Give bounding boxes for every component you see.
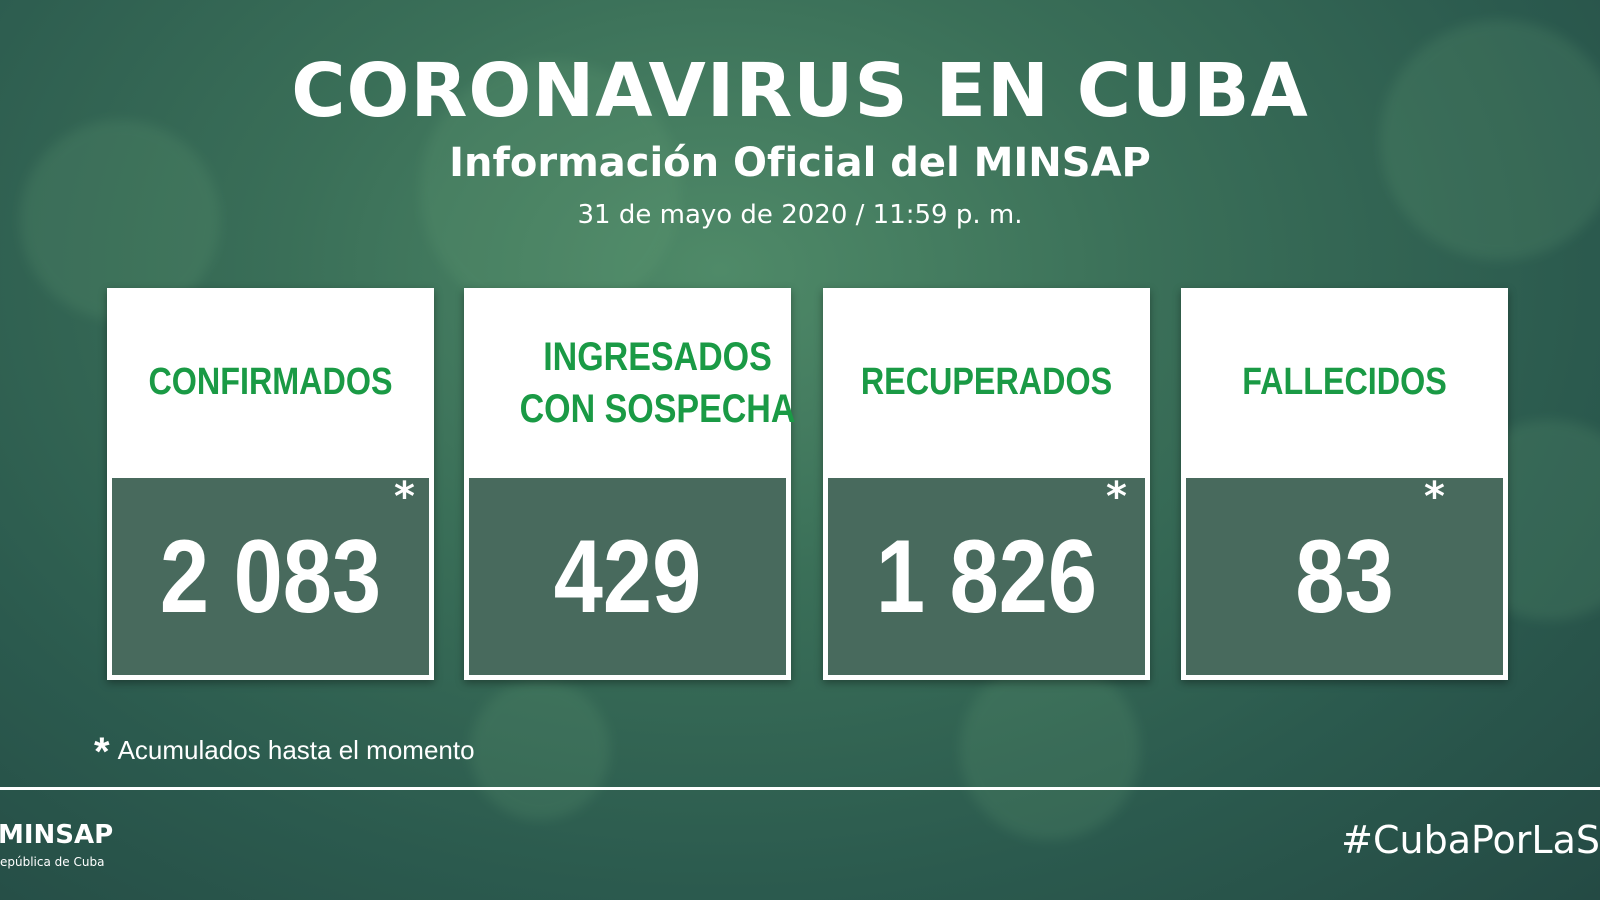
footnote-text: Acumulados hasta el momento xyxy=(117,735,475,765)
card-label: FALLECIDOS xyxy=(1242,361,1447,404)
card-value: 83 xyxy=(1295,519,1394,635)
stat-card: CONFIRMADOS 2 083 * xyxy=(107,288,434,680)
card-mark: * xyxy=(394,474,415,520)
card-label: CONFIRMADOS xyxy=(148,361,393,404)
hashtag: #CubaPorLaS xyxy=(1341,818,1600,862)
stat-card: RECUPERADOS 1 826 * xyxy=(823,288,1150,680)
logo-subtitle: epública de Cuba xyxy=(0,855,105,869)
card-mark: * xyxy=(1424,474,1445,520)
card-value-box: 1 826 * xyxy=(828,474,1145,675)
title: CORONAVIRUS EN CUBA xyxy=(291,48,1309,134)
virus-decor xyxy=(420,60,680,320)
card-value-box: 83 * xyxy=(1186,474,1503,675)
virus-decor xyxy=(1380,20,1600,260)
subtitle: Información Oficial del MINSAP xyxy=(449,140,1151,186)
virus-decor xyxy=(470,680,610,820)
virus-decor xyxy=(960,660,1140,840)
logo: MINSAP xyxy=(0,820,114,850)
card-label: RECUPERADOS xyxy=(860,361,1113,404)
card-label: INGRESADOS CON SOSPECHA xyxy=(519,335,796,431)
card-value-box: 429 xyxy=(469,478,786,675)
virus-decor xyxy=(20,120,220,320)
card-value: 2 083 xyxy=(159,519,382,635)
date: 31 de mayo de 2020 / 11:59 p. m. xyxy=(577,200,1023,230)
card-mark: * xyxy=(1106,474,1127,520)
card-value: 1 826 xyxy=(875,519,1098,635)
stat-card: FALLECIDOS 83 * xyxy=(1181,288,1508,680)
footnote: * Acumulados hasta el momento xyxy=(94,730,475,775)
card-value-box: 2 083 * xyxy=(112,474,429,675)
footnote-mark: * xyxy=(94,730,110,774)
card-value: 429 xyxy=(553,519,702,635)
stat-card: INGRESADOS CON SOSPECHA 429 xyxy=(464,288,795,680)
divider xyxy=(0,787,1600,790)
